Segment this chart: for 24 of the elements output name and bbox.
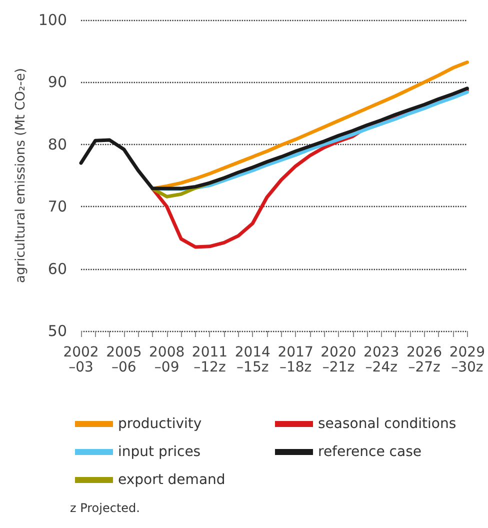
legend-label: seasonal conditions	[318, 416, 456, 432]
x-tick-label: 2005 –06	[106, 344, 142, 376]
y-tick-label: 70	[48, 198, 67, 216]
y-tick-label: 50	[48, 322, 67, 340]
x-tick-label: 2029 –30z	[449, 344, 486, 376]
legend-label: productivity	[118, 416, 202, 432]
y-tick-label: 80	[48, 135, 67, 154]
x-tick-label: 2002 –03	[63, 344, 99, 376]
line-series	[79, 86, 469, 190]
legend-label: input prices	[118, 444, 201, 460]
x-tick-label: 2026 –27z	[406, 344, 442, 376]
x-tick-label: 2014 –15z	[234, 344, 271, 376]
x-tick-label: 2008 –09	[149, 344, 185, 376]
y-tick-label: 60	[48, 260, 67, 278]
legend-label: reference case	[318, 444, 422, 460]
x-tick-label: 2023 –24z	[364, 344, 400, 376]
text: z Projected.	[70, 501, 140, 515]
y-tick-label: 90	[48, 73, 67, 92]
x-tick-label: 2011 –12z	[192, 344, 228, 376]
x-tick-label: 2017 –18z	[278, 344, 314, 376]
y-tick-label: 100	[38, 11, 67, 29]
x-tick-label: 2020 –21z	[320, 344, 356, 376]
y-axis-title: agricultural emissions (Mt CO₂-e)	[13, 68, 28, 283]
legend-label: export demand	[118, 472, 226, 488]
